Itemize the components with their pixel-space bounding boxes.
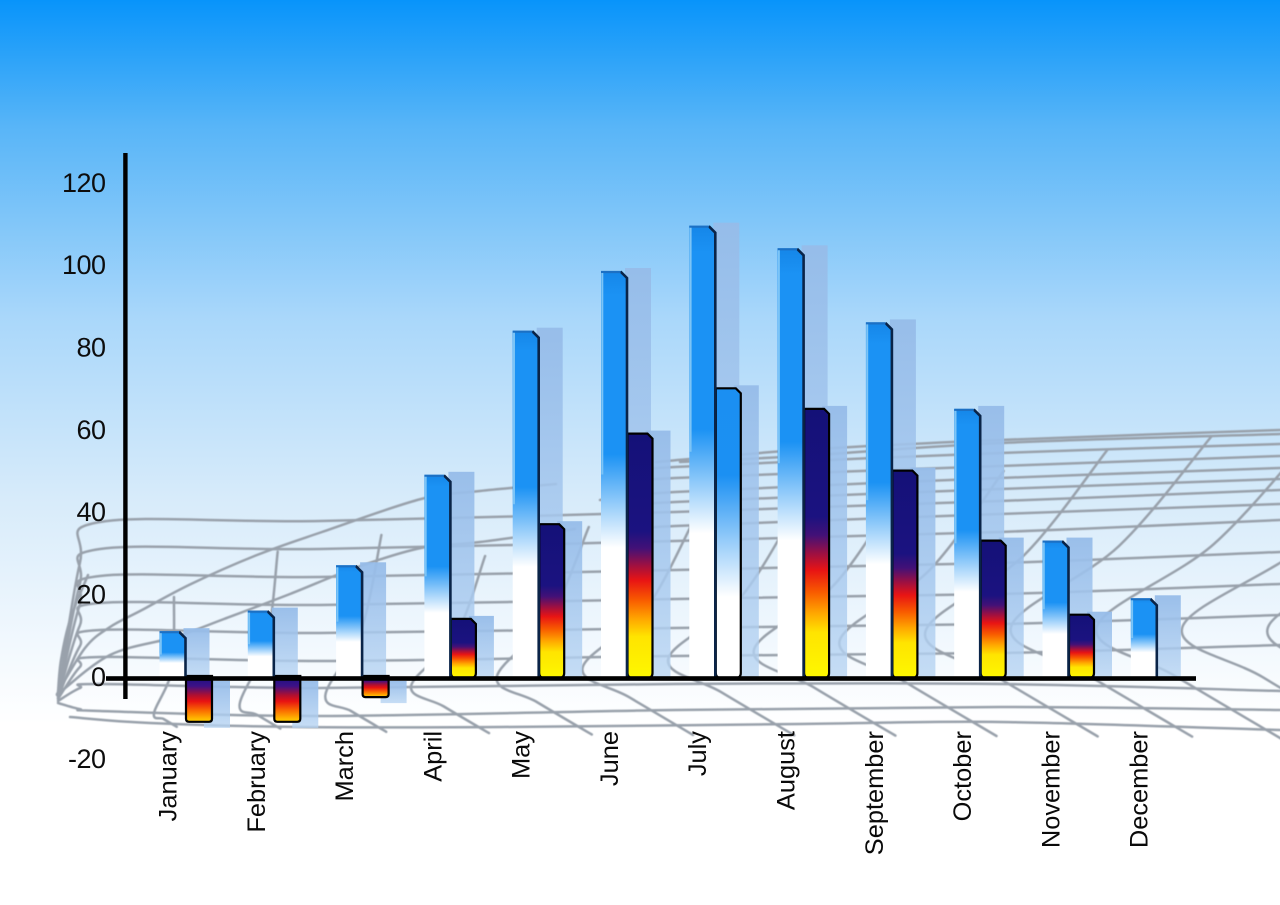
svg-text:November: November	[1037, 730, 1065, 848]
svg-text:February: February	[243, 731, 271, 833]
svg-text:-20: -20	[68, 744, 106, 774]
svg-text:April: April	[419, 731, 447, 782]
svg-text:August: August	[773, 731, 801, 810]
svg-text:July: July	[684, 731, 712, 776]
svg-text:May: May	[508, 731, 536, 779]
svg-text:January: January	[155, 731, 183, 822]
svg-text:March: March	[331, 731, 359, 802]
svg-text:October: October	[949, 730, 977, 821]
svg-text:60: 60	[76, 415, 105, 445]
svg-text:September: September	[861, 730, 889, 855]
svg-text:120: 120	[62, 168, 106, 198]
svg-text:80: 80	[76, 333, 105, 363]
svg-text:40: 40	[76, 497, 105, 527]
svg-text:June: June	[596, 731, 624, 786]
svg-text:100: 100	[62, 250, 106, 280]
svg-text:December: December	[1126, 730, 1154, 848]
svg-text:0: 0	[91, 662, 106, 692]
svg-text:20: 20	[76, 579, 105, 609]
